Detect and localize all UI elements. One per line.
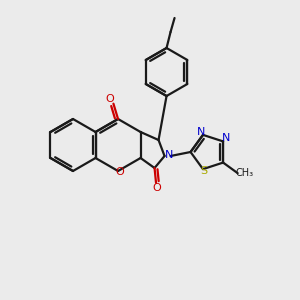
- Text: S: S: [200, 166, 208, 176]
- Text: N: N: [165, 150, 174, 160]
- Text: O: O: [153, 183, 161, 193]
- Text: O: O: [105, 94, 114, 104]
- Text: N: N: [197, 127, 205, 137]
- Text: CH₃: CH₃: [236, 168, 254, 178]
- Text: N: N: [222, 134, 230, 143]
- Text: O: O: [116, 167, 124, 177]
